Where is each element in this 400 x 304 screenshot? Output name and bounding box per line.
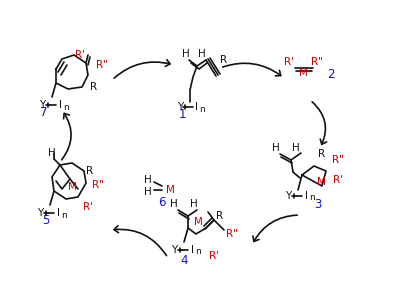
Text: M: M bbox=[166, 185, 174, 195]
Text: n: n bbox=[309, 194, 315, 202]
Text: M: M bbox=[194, 217, 202, 227]
Text: R': R' bbox=[83, 202, 93, 212]
Text: M: M bbox=[316, 177, 326, 187]
Text: R: R bbox=[90, 82, 98, 92]
Text: R": R" bbox=[96, 60, 108, 70]
Text: H: H bbox=[272, 143, 280, 153]
Text: l: l bbox=[190, 245, 194, 255]
Text: 5: 5 bbox=[42, 215, 50, 227]
Text: n: n bbox=[63, 102, 69, 112]
Text: R: R bbox=[220, 55, 228, 65]
Text: M: M bbox=[298, 68, 308, 78]
Text: M: M bbox=[68, 182, 76, 192]
Text: l: l bbox=[58, 100, 62, 110]
Text: l: l bbox=[56, 208, 60, 218]
Text: R": R" bbox=[311, 57, 323, 67]
Text: 7: 7 bbox=[40, 106, 48, 119]
Text: H: H bbox=[190, 199, 198, 209]
Text: H: H bbox=[144, 187, 152, 197]
Text: R": R" bbox=[332, 155, 344, 165]
Text: Y: Y bbox=[285, 191, 291, 201]
Text: R: R bbox=[216, 211, 224, 221]
Text: R": R" bbox=[226, 229, 238, 239]
Text: R': R' bbox=[284, 57, 294, 67]
Text: n: n bbox=[61, 210, 67, 219]
Text: R": R" bbox=[92, 180, 104, 190]
Text: 2: 2 bbox=[327, 67, 335, 81]
Text: n: n bbox=[195, 247, 201, 257]
Text: n: n bbox=[199, 105, 205, 113]
Text: Y: Y bbox=[39, 100, 45, 110]
Text: 3: 3 bbox=[314, 198, 322, 210]
Text: Y: Y bbox=[171, 245, 177, 255]
Text: H: H bbox=[198, 49, 206, 59]
Text: 6: 6 bbox=[158, 195, 166, 209]
Text: R: R bbox=[86, 166, 94, 176]
Text: R': R' bbox=[209, 251, 219, 261]
Text: H: H bbox=[144, 175, 152, 185]
Text: Y: Y bbox=[37, 208, 43, 218]
Text: H: H bbox=[48, 148, 56, 158]
Text: H: H bbox=[292, 143, 300, 153]
Text: l: l bbox=[194, 102, 198, 112]
Text: R': R' bbox=[75, 50, 85, 60]
Text: 1: 1 bbox=[178, 109, 186, 122]
Text: Y: Y bbox=[177, 102, 183, 112]
Text: R: R bbox=[318, 149, 326, 159]
Text: H: H bbox=[170, 199, 178, 209]
Text: R': R' bbox=[333, 175, 343, 185]
Text: l: l bbox=[304, 191, 308, 201]
Text: 4: 4 bbox=[180, 254, 188, 267]
Text: H: H bbox=[182, 49, 190, 59]
